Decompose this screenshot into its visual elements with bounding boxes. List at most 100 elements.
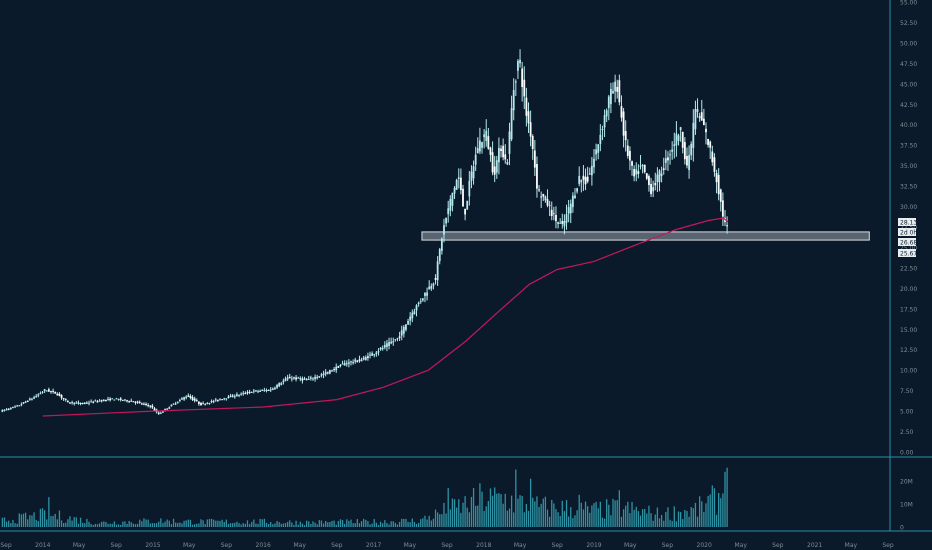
candle-body bbox=[544, 196, 547, 201]
candle-body bbox=[128, 401, 131, 403]
candle-body bbox=[356, 360, 359, 362]
candle-body bbox=[629, 150, 631, 161]
candle-body bbox=[297, 377, 300, 379]
candle-body bbox=[176, 402, 179, 404]
candle-body bbox=[686, 155, 688, 166]
candle-body bbox=[105, 399, 107, 401]
candle-body bbox=[508, 131, 511, 154]
candle-body bbox=[274, 387, 276, 389]
candle-body bbox=[56, 393, 59, 396]
candle-body bbox=[229, 395, 232, 398]
candle-body bbox=[250, 392, 253, 394]
candle-body bbox=[94, 400, 97, 402]
time-tick-label: May bbox=[183, 542, 196, 549]
candle-body bbox=[333, 369, 336, 371]
candle-body bbox=[367, 356, 369, 358]
candle-body bbox=[18, 405, 21, 407]
time-tick-label: 2019 bbox=[586, 542, 601, 549]
candle-body bbox=[214, 399, 217, 401]
candle-body bbox=[705, 128, 707, 133]
price-tick-label: 22.50 bbox=[900, 265, 917, 272]
candle-body bbox=[341, 363, 344, 365]
candle-body bbox=[650, 184, 652, 195]
price-tick-label: 12.50 bbox=[900, 347, 917, 354]
candle-body bbox=[717, 174, 720, 195]
candle-body bbox=[466, 200, 469, 210]
candle-body bbox=[231, 395, 234, 397]
candle-body bbox=[62, 398, 65, 400]
price-tag-bg bbox=[898, 249, 916, 257]
candle-body bbox=[432, 283, 435, 286]
candle-body bbox=[493, 166, 496, 175]
candle-body bbox=[474, 154, 477, 165]
candle-body bbox=[419, 300, 422, 302]
candle-body bbox=[633, 168, 636, 177]
candle-body bbox=[588, 173, 591, 175]
candle-body bbox=[293, 377, 295, 379]
candle-body bbox=[206, 403, 209, 405]
candle-body bbox=[100, 400, 103, 402]
candle-body bbox=[278, 383, 281, 387]
price-tick-label: 52.50 bbox=[900, 20, 917, 27]
candles bbox=[1, 49, 729, 415]
candle-body bbox=[521, 68, 524, 88]
candle-body bbox=[504, 154, 507, 160]
candle-body bbox=[470, 171, 473, 181]
candle-body bbox=[643, 164, 646, 173]
candle-body bbox=[622, 111, 625, 136]
candle-body bbox=[244, 393, 247, 395]
time-tick-label: 2014 bbox=[35, 542, 50, 549]
candle-body bbox=[462, 188, 464, 207]
candle-body bbox=[502, 145, 505, 158]
candle-body bbox=[597, 144, 600, 153]
candle-body bbox=[567, 207, 570, 214]
price-tick-label: 50.00 bbox=[900, 40, 917, 47]
candle-body bbox=[187, 395, 190, 397]
candle-body bbox=[514, 81, 517, 83]
candle-body bbox=[290, 378, 293, 380]
candle-body bbox=[43, 389, 46, 391]
candle-body bbox=[168, 407, 171, 409]
price-tick-label: 35.00 bbox=[900, 163, 917, 170]
candle-body bbox=[610, 88, 612, 105]
candle-body bbox=[58, 393, 61, 396]
candle-body bbox=[582, 175, 585, 180]
candle-body bbox=[561, 220, 564, 224]
candle-body bbox=[265, 389, 268, 391]
time-tick-label: May bbox=[845, 542, 858, 549]
candle-body bbox=[85, 402, 88, 404]
candle-body bbox=[210, 400, 213, 403]
candle-body bbox=[324, 372, 327, 375]
candle-body bbox=[527, 111, 530, 124]
candle-body bbox=[360, 359, 363, 362]
candle-body bbox=[347, 362, 350, 364]
candle-body bbox=[41, 391, 44, 393]
price-tick-label: 15.00 bbox=[900, 327, 917, 334]
candle-body bbox=[236, 394, 238, 396]
candle-body bbox=[569, 203, 572, 214]
volume-pane bbox=[1, 467, 728, 527]
candle-body bbox=[631, 161, 633, 166]
candle-body bbox=[603, 115, 606, 128]
candle-body bbox=[698, 116, 701, 119]
time-tick-label: May bbox=[293, 542, 306, 549]
candle-body bbox=[204, 404, 207, 406]
candle-body bbox=[252, 390, 255, 392]
candle-body bbox=[20, 404, 23, 406]
candle-body bbox=[267, 390, 270, 392]
candle-body bbox=[675, 133, 678, 146]
candle-body bbox=[233, 396, 236, 398]
candle-body bbox=[612, 90, 614, 94]
candle-body bbox=[149, 405, 152, 407]
candle-body bbox=[688, 155, 690, 171]
candle-body bbox=[426, 292, 428, 296]
candle-body bbox=[715, 172, 718, 183]
candle-body bbox=[476, 148, 479, 154]
volume-tick-label: 10M bbox=[900, 502, 913, 509]
candle-body bbox=[92, 401, 95, 403]
time-tick-label: 2015 bbox=[145, 542, 160, 549]
candle-body bbox=[447, 208, 450, 215]
candle-body bbox=[257, 391, 259, 393]
candle-body bbox=[130, 400, 133, 402]
